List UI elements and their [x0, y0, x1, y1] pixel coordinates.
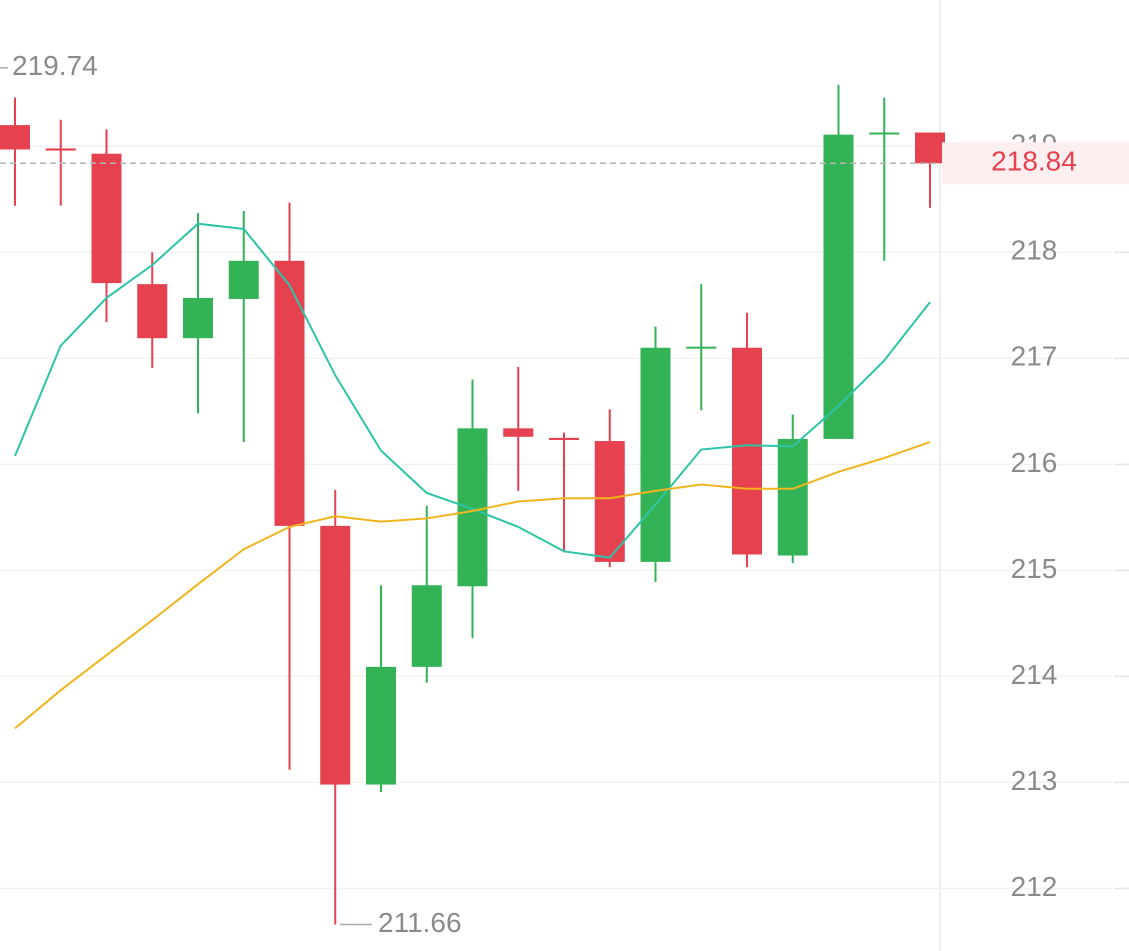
- candle-body: [732, 347, 762, 555]
- candle-body: [183, 297, 213, 339]
- candle-body: [503, 428, 534, 437]
- candle-body: [686, 346, 717, 349]
- moving-average-line: [14, 222, 931, 559]
- candle-body: [549, 437, 579, 440]
- y-tick-label: 215: [1011, 553, 1058, 584]
- moving-average-line: [14, 441, 931, 730]
- last-price-box: [942, 142, 1129, 185]
- low-label: 211.66: [378, 907, 462, 938]
- candle-body: [137, 284, 168, 339]
- candle-body: [457, 428, 488, 587]
- candle-body: [45, 148, 76, 151]
- candle-body: [777, 438, 808, 556]
- candle-body: [320, 525, 351, 785]
- candle-body: [411, 585, 442, 667]
- candle-body: [594, 441, 625, 562]
- y-tick-label: 212: [1011, 871, 1058, 902]
- last-price-label: 218.84: [991, 146, 1077, 177]
- candle-body: [0, 125, 30, 150]
- candle-body: [869, 132, 900, 135]
- candle-body: [640, 347, 671, 562]
- y-tick-label: 216: [1011, 447, 1058, 478]
- candle-body: [823, 134, 854, 439]
- candle-body: [915, 132, 945, 164]
- candle-body: [274, 260, 305, 526]
- high-label: 219.74: [12, 50, 98, 81]
- y-tick-label: 218: [1011, 235, 1058, 266]
- y-tick-label: 214: [1011, 659, 1058, 690]
- y-tick-label: 217: [1011, 341, 1058, 372]
- candle-body: [91, 153, 122, 284]
- y-tick-label: 213: [1011, 765, 1058, 796]
- candle-body: [228, 260, 259, 299]
- candle-body: [366, 666, 396, 785]
